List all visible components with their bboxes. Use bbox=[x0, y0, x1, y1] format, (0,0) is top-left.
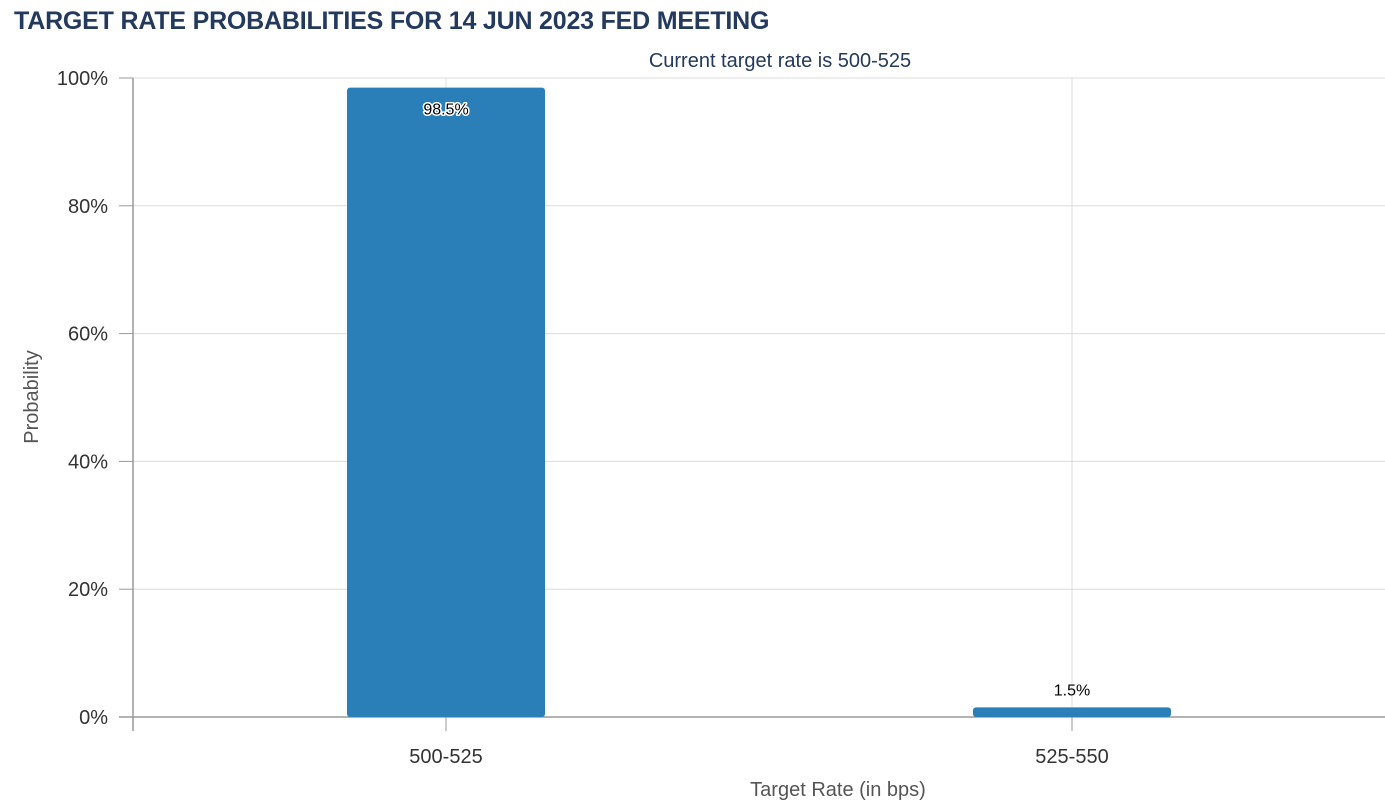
y-tick-label: 60% bbox=[68, 324, 108, 346]
y-tick-label: 80% bbox=[68, 196, 108, 218]
chart-subtitle: Current target rate is 500-525 bbox=[648, 50, 912, 72]
data-label: 1.5% bbox=[1054, 682, 1090, 699]
y-axis-title: Probability bbox=[21, 350, 43, 443]
axis-layer: 0% 20% 40% 60% 80% 100% 500-525 525-550 bbox=[57, 68, 1385, 768]
y-tick-label: 100% bbox=[57, 68, 108, 90]
bar-525-550 bbox=[973, 707, 1171, 717]
x-axis-title: Target Rate (in bps) bbox=[750, 779, 926, 801]
grid-layer bbox=[133, 77, 1385, 717]
data-label: 98.5% bbox=[423, 102, 468, 119]
x-tick-label: 500-525 bbox=[409, 746, 482, 768]
x-tick-label: 525-550 bbox=[1035, 746, 1108, 768]
y-tick-label: 0% bbox=[79, 707, 108, 729]
label-layer: 98.5% 1.5% bbox=[422, 100, 1090, 699]
chart-title: TARGET RATE PROBABILITIES FOR 14 JUN 202… bbox=[14, 7, 770, 35]
bar-500-525 bbox=[347, 87, 545, 717]
y-tick-label: 40% bbox=[68, 451, 108, 473]
y-tick-label: 20% bbox=[68, 579, 108, 601]
bar-layer bbox=[347, 87, 1171, 717]
